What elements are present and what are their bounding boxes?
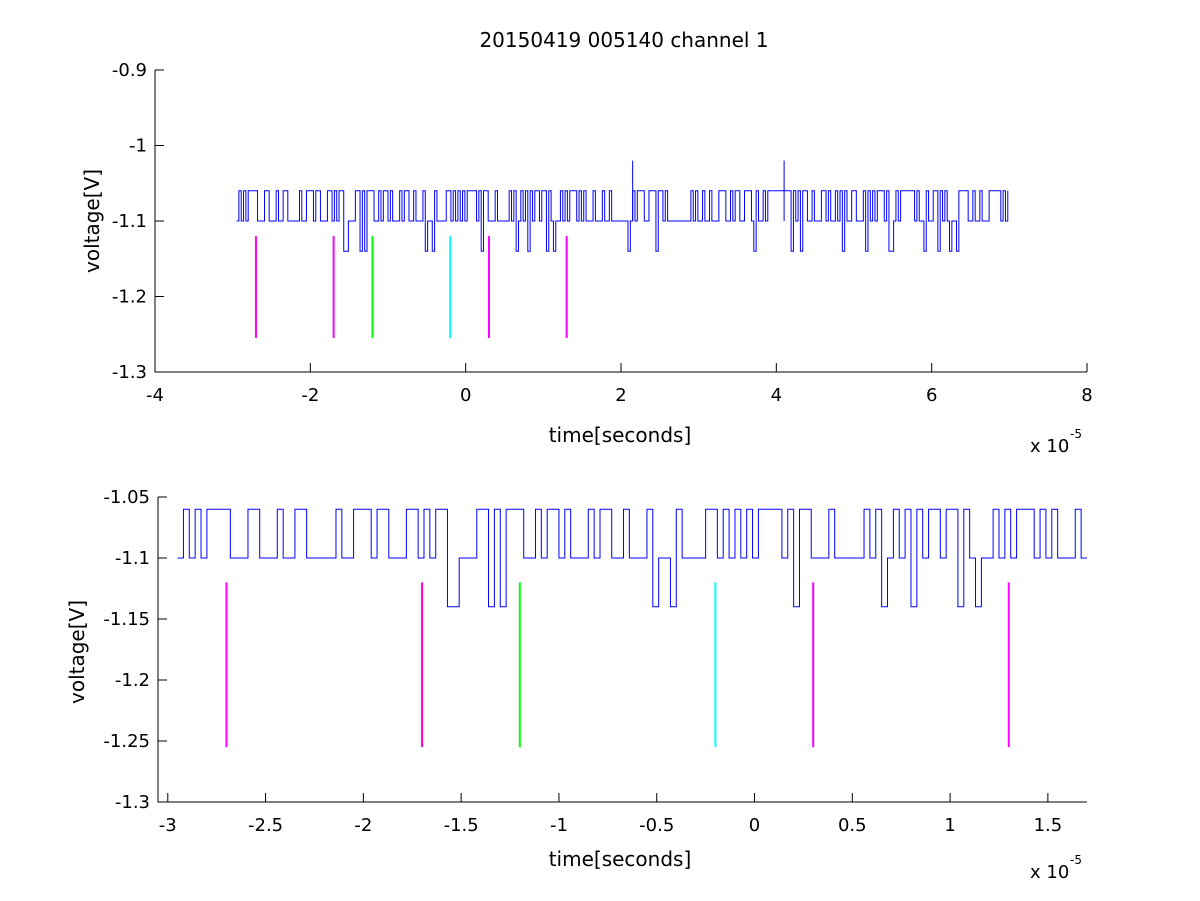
top-trace-layer	[236, 160, 1009, 252]
chart-title: 20150419 005140 channel 1	[479, 28, 768, 52]
bottom-x-tick-label: -2	[354, 815, 372, 836]
bottom-trace-layer	[177, 508, 1087, 608]
bottom-y-tick-label: -1.1	[115, 548, 150, 569]
bottom-x-tick-label: 0.5	[838, 815, 867, 836]
bottom-axes-frame	[157, 497, 1087, 803]
bottom-x-tick-label: 1.5	[1034, 815, 1063, 836]
top-y-tick-label: -1.2	[112, 287, 147, 308]
bottom-x-tick-label: -1	[550, 815, 568, 836]
top-y-axis-label: voltage[V]	[80, 169, 104, 273]
bottom-y-tick-label: -1.25	[103, 731, 150, 752]
bottom-marker-layer	[225, 582, 1010, 748]
bottom-x-exponent-label: x 10	[1030, 862, 1069, 883]
top-x-tick-label: -2	[301, 385, 319, 406]
top-x-tick-label: -4	[146, 385, 164, 406]
top-x-tick-label: 8	[1081, 385, 1092, 406]
top-x-tick-label: 0	[460, 385, 471, 406]
bottom-tick-layer: -3 -2.5 -2 -1.5 -1 -0.5 0 0.5 1 1.5 -1.3 -1.25 -1.2 -…	[103, 487, 1062, 836]
top-x-exponent-label: x 10	[1030, 436, 1069, 457]
top-x-tick-label: 2	[615, 385, 626, 406]
top-x-exponent: -5	[1070, 427, 1082, 441]
bottom-y-tick-label: -1.05	[103, 487, 150, 508]
bottom-x-axis-label: time[seconds]	[549, 847, 692, 871]
top-marker-layer	[254, 236, 568, 339]
bottom-y-tick-label: -1.3	[115, 792, 150, 813]
bottom-y-tick-label: -1.2	[115, 670, 150, 691]
bottom-y-axis-label: voltage[V]	[65, 600, 89, 704]
bottom-x-tick-label: 0	[749, 815, 760, 836]
top-x-axis-label: time[seconds]	[549, 423, 692, 447]
top-x-tick-label: 4	[771, 385, 782, 406]
top-y-tick-label: -0.9	[112, 60, 147, 81]
top-tick-layer: -4 -2 0 2 4 6 8 -1.3 -1.2 -1.1 -1 -0.9	[112, 60, 1093, 406]
top-y-tick-label: -1	[129, 136, 147, 157]
top-plot: -4 -2 0 2 4 6 8 -1.3 -1.2 -1.1 -1 -0.9 time[seconds…	[80, 60, 1093, 457]
top-voltage-trace	[236, 190, 1009, 252]
bottom-plot: -3 -2.5 -2 -1.5 -1 -0.5 0 0.5 1 1.5 -1.3 -1.25 -1.2 -…	[65, 487, 1087, 883]
bottom-x-tick-label: -0.5	[639, 815, 674, 836]
bottom-y-tick-label: -1.15	[103, 609, 150, 630]
top-y-tick-label: -1.1	[112, 211, 147, 232]
bottom-x-tick-label: -1.5	[444, 815, 479, 836]
top-y-tick-label: -1.3	[112, 362, 147, 383]
bottom-x-tick-label: -3	[159, 815, 177, 836]
bottom-x-exponent: -5	[1070, 853, 1082, 867]
bottom-voltage-trace	[177, 508, 1087, 608]
bottom-x-tick-label: 1	[944, 815, 955, 836]
bottom-x-tick-label: -2.5	[248, 815, 283, 836]
top-x-tick-label: 6	[926, 385, 937, 406]
